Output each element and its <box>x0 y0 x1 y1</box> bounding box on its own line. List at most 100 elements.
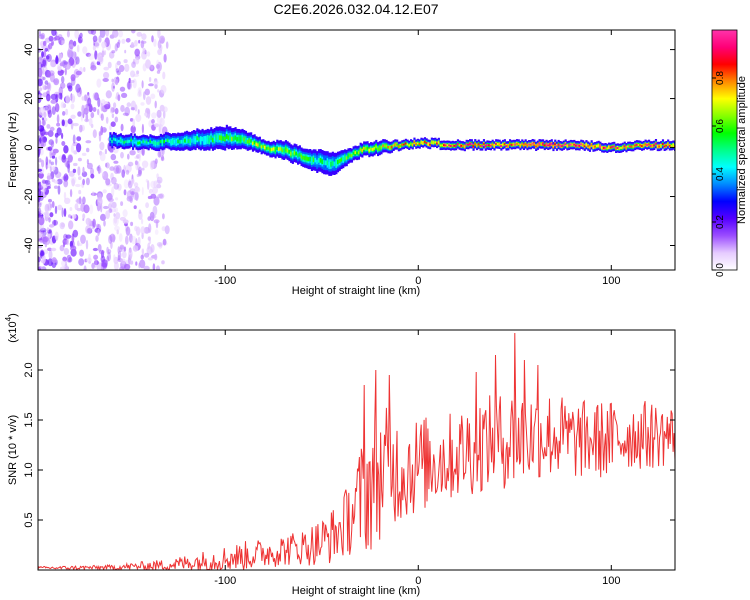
noise-cell <box>153 80 159 85</box>
noise-cell <box>156 109 162 118</box>
ridge-cell <box>350 154 354 157</box>
noise-cell <box>63 191 67 200</box>
noise-cell <box>138 152 141 162</box>
ridge-cell <box>196 136 199 141</box>
noise-cell <box>123 246 127 252</box>
ridge-cell <box>512 143 515 146</box>
noise-cell <box>63 175 66 182</box>
ridge-cell <box>140 140 143 144</box>
ridge-cell <box>338 159 341 164</box>
noise-cell <box>117 94 121 102</box>
x-tick-label: -100 <box>214 575 236 587</box>
noise-cell <box>105 162 110 169</box>
noise-cell <box>42 44 48 51</box>
noise-cell <box>109 233 116 242</box>
ridge-cell <box>599 145 602 148</box>
noise-cell <box>70 93 76 104</box>
noise-cell <box>132 73 140 77</box>
noise-cell <box>42 76 46 81</box>
noise-cell <box>38 125 41 130</box>
noise-cell <box>141 186 144 196</box>
noise-cell <box>134 57 140 65</box>
ridge-cell <box>222 136 225 141</box>
noise-cell <box>149 160 155 170</box>
ridge-cell <box>416 142 420 145</box>
snr-multiplier: (x104) <box>4 313 19 343</box>
ridge-cell <box>342 157 345 161</box>
noise-cell <box>75 183 81 188</box>
noise-cell <box>41 117 45 121</box>
noise-cell <box>73 162 78 167</box>
ridge-cell <box>128 139 131 143</box>
noise-cell <box>82 46 88 54</box>
noise-cell <box>71 214 77 219</box>
snr-xlabel: Height of straight line (km) <box>292 585 420 597</box>
ridge-cell <box>654 142 658 145</box>
ridge-cell <box>602 147 605 149</box>
noise-cell <box>81 171 88 178</box>
ridge-cell <box>542 142 545 145</box>
ridge-cell <box>573 143 576 146</box>
noise-cell <box>92 191 95 197</box>
ridge-cell <box>366 146 369 150</box>
ridge-cell <box>566 144 569 147</box>
snr-panel: -100 0 100 0.5 1.0 1.5 2.0 Height of straight … <box>4 313 676 597</box>
noise-cell <box>111 186 115 197</box>
noise-cell <box>159 104 165 112</box>
x-tick-label: 0 <box>415 575 421 587</box>
noise-cell <box>85 239 89 250</box>
ridge-cell <box>172 139 175 144</box>
noise-cell <box>138 169 142 177</box>
noise-cell <box>65 94 71 104</box>
ridge-cell <box>575 144 578 147</box>
ridge-cell <box>514 143 517 146</box>
noise-cell <box>162 110 166 119</box>
noise-cell <box>85 177 90 186</box>
spectrogram-frame <box>37 29 676 271</box>
y-tick-label: 1.0 <box>23 462 35 477</box>
ridge-cell <box>639 144 642 147</box>
noise-cell <box>38 211 41 218</box>
ridge-cell <box>170 140 173 144</box>
noise-cell <box>38 198 41 203</box>
noise-cell <box>138 209 142 214</box>
ridge-cell <box>149 139 152 143</box>
noise-cell <box>68 220 74 230</box>
noise-cell <box>51 106 56 115</box>
noise-cell <box>51 30 57 36</box>
ridge-cell <box>571 143 574 146</box>
noise-cell <box>109 51 115 59</box>
noise-cell <box>59 53 63 60</box>
ridge-cell <box>116 140 119 144</box>
noise-cell <box>56 122 61 127</box>
ridge-cell <box>517 143 520 145</box>
ridge-cell <box>425 142 428 144</box>
ridge-cell <box>344 156 347 160</box>
noise-cell <box>42 180 49 184</box>
ridge-cell <box>213 136 216 142</box>
ridge-cell <box>418 143 421 146</box>
ridge-cell <box>328 161 331 167</box>
noise-cell <box>155 64 160 69</box>
ridge-cell <box>474 142 477 145</box>
ridge-cell <box>547 144 550 147</box>
ridge-cell <box>554 143 557 146</box>
noise-cell <box>52 219 58 226</box>
ridge-cell <box>337 159 340 165</box>
ridge-cell <box>152 141 156 145</box>
noise-cell <box>100 125 104 136</box>
ridge-cell <box>232 136 235 141</box>
noise-cell <box>49 145 54 151</box>
noise-cell <box>149 211 155 222</box>
ridge-cell <box>460 144 463 147</box>
ridge-cell <box>333 161 336 167</box>
noise-cell <box>164 225 170 235</box>
ridge-cell <box>225 134 228 139</box>
ridge-cell <box>651 144 654 147</box>
ridge-cell <box>267 146 270 150</box>
noise-cell <box>47 130 54 137</box>
spectrogram-panel: -100 0 100 -40 -20 0 20 40 Height of straight l… <box>7 29 676 297</box>
noise-cell <box>95 223 100 230</box>
ridge-cell <box>300 154 303 159</box>
ridge-cell <box>557 143 560 146</box>
